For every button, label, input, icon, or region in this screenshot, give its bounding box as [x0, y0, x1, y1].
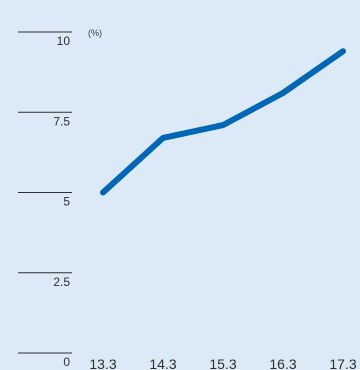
series-line [100, 48, 346, 196]
y-tick-label: 7.5 [53, 114, 70, 128]
x-tick-label: 15.3 [209, 356, 236, 370]
y-axis-ticks: 0 2.5 5 7.5 10 [18, 31, 72, 369]
x-axis-labels: 13.3 14.3 15.3 16.3 17.3 [89, 356, 356, 370]
y-tick-label: 0 [63, 355, 70, 369]
series-group [100, 48, 346, 196]
y-tick-label: 5 [63, 195, 70, 209]
x-tick-label: 16.3 [269, 356, 296, 370]
y-unit-label: (%) [88, 28, 102, 38]
y-tick-label: 2.5 [53, 275, 70, 289]
x-tick-label: 14.3 [149, 356, 176, 370]
x-tick-label: 13.3 [89, 356, 116, 370]
clipped-title-fragment: 2016 [17, 0, 50, 4]
y-tick-label: 10 [57, 34, 71, 48]
x-tick-label: 17.3 [329, 356, 356, 370]
